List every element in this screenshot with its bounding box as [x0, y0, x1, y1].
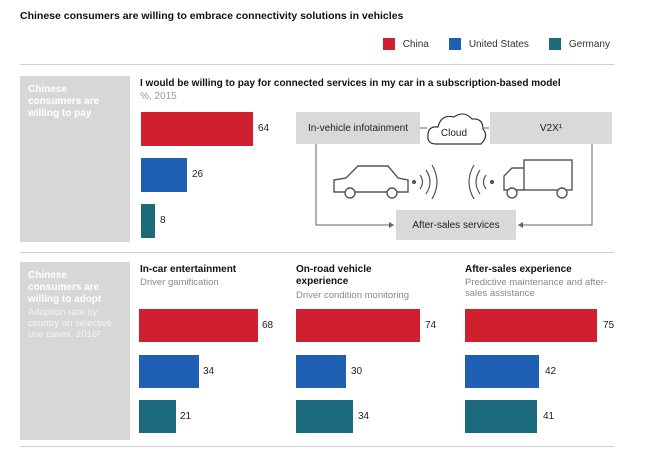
bar-after-sales-experience-germany — [465, 400, 537, 433]
section1-question: I would be willing to pay for connected … — [140, 78, 561, 89]
bar-in-car-entertainment-germany — [139, 400, 176, 433]
legend-label-china: China — [402, 38, 429, 50]
bar-in-car-entertainment-china — [139, 309, 258, 342]
bar-on-road-experience-united-states — [296, 355, 346, 388]
bar-label-after-sales-experience-germany: 41 — [543, 410, 555, 422]
cat-title-after-sales: After-sales experience — [465, 264, 572, 275]
divider-middle — [20, 252, 614, 253]
legend-swatch-germany — [548, 38, 561, 50]
bar-label-on-road-experience-china: 74 — [425, 319, 437, 331]
section1-heading: Chinese consumers are willing to pay — [28, 84, 100, 119]
bar-willing-to-pay-united-states — [141, 158, 187, 192]
legend-label-united-states: United States — [468, 38, 529, 50]
divider-top — [20, 64, 614, 65]
divider-bottom — [20, 446, 614, 447]
bar-in-car-entertainment-united-states — [139, 355, 199, 388]
cat-sub-entertainment: Driver gamification — [140, 277, 219, 288]
cat-title-entertainment: In-car entertainment — [140, 264, 237, 275]
bar-label-willing-to-pay-united-states: 26 — [192, 169, 204, 180]
wireless-signal-icon-truck — [468, 164, 495, 200]
legend-swatch-china — [382, 38, 395, 50]
legend-item-china: China — [382, 38, 429, 50]
wireless-signal-icon — [411, 164, 438, 200]
bar-willing-to-pay-germany — [141, 204, 155, 238]
v2x-box: V2X¹ — [490, 112, 612, 144]
legend: China United States Germany — [382, 38, 610, 50]
bar-label-after-sales-experience-united-states: 42 — [545, 365, 557, 377]
cat-sub-on-road: Driver condition monitoring — [296, 290, 409, 301]
legend-item-united-states: United States — [448, 38, 529, 50]
connectivity-diagram: In-vehicle infotainment V2X¹ After-sales… — [290, 104, 622, 240]
bar-label-in-car-entertainment-germany: 21 — [180, 410, 192, 422]
bar-label-on-road-experience-germany: 34 — [358, 410, 370, 422]
bar-label-in-car-entertainment-united-states: 34 — [203, 365, 215, 377]
section2-panel: Chinese consumers are willing to adopt A… — [20, 262, 130, 440]
diagram-connectors — [315, 127, 593, 226]
legend-swatch-united-states — [448, 38, 461, 50]
bar-label-in-car-entertainment-china: 68 — [262, 319, 274, 331]
page-title: Chinese consumers are willing to embrace… — [20, 10, 404, 22]
diagram-graphics: Cloud — [315, 113, 593, 228]
cat-sub-after-sales: Predictive maintenance and after-sales a… — [465, 277, 608, 299]
bar-after-sales-experience-china — [465, 309, 597, 342]
legend-label-germany: Germany — [568, 38, 610, 50]
truck-icon — [503, 159, 573, 199]
arrowheads — [389, 222, 523, 228]
bar-after-sales-experience-united-states — [465, 355, 539, 388]
cat-title-on-road: On-road vehicle experience — [296, 264, 372, 287]
cloud-label: Cloud — [441, 128, 467, 139]
bar-on-road-experience-germany — [296, 400, 353, 433]
section2-heading: Chinese consumers are willing to adopt — [28, 270, 102, 305]
bar-willing-to-pay-china — [141, 112, 253, 146]
bar-label-willing-to-pay-china: 64 — [258, 123, 270, 134]
car-icon — [333, 165, 409, 199]
cloud-icon — [427, 113, 487, 145]
bar-on-road-experience-china — [296, 309, 420, 342]
legend-item-germany: Germany — [548, 38, 610, 50]
bar-label-on-road-experience-united-states: 30 — [351, 365, 363, 377]
bar-label-after-sales-experience-china: 75 — [603, 319, 615, 331]
infotainment-box: In-vehicle infotainment — [296, 112, 420, 144]
section1-panel: Chinese consumers are willing to pay — [20, 76, 130, 242]
bar-label-willing-to-pay-germany: 8 — [160, 215, 166, 226]
section2-subheading: Adoption rate by country on selective us… — [28, 307, 112, 340]
after-sales-box: After-sales services — [396, 210, 516, 240]
section1-unit: %, 2015 — [140, 91, 177, 102]
